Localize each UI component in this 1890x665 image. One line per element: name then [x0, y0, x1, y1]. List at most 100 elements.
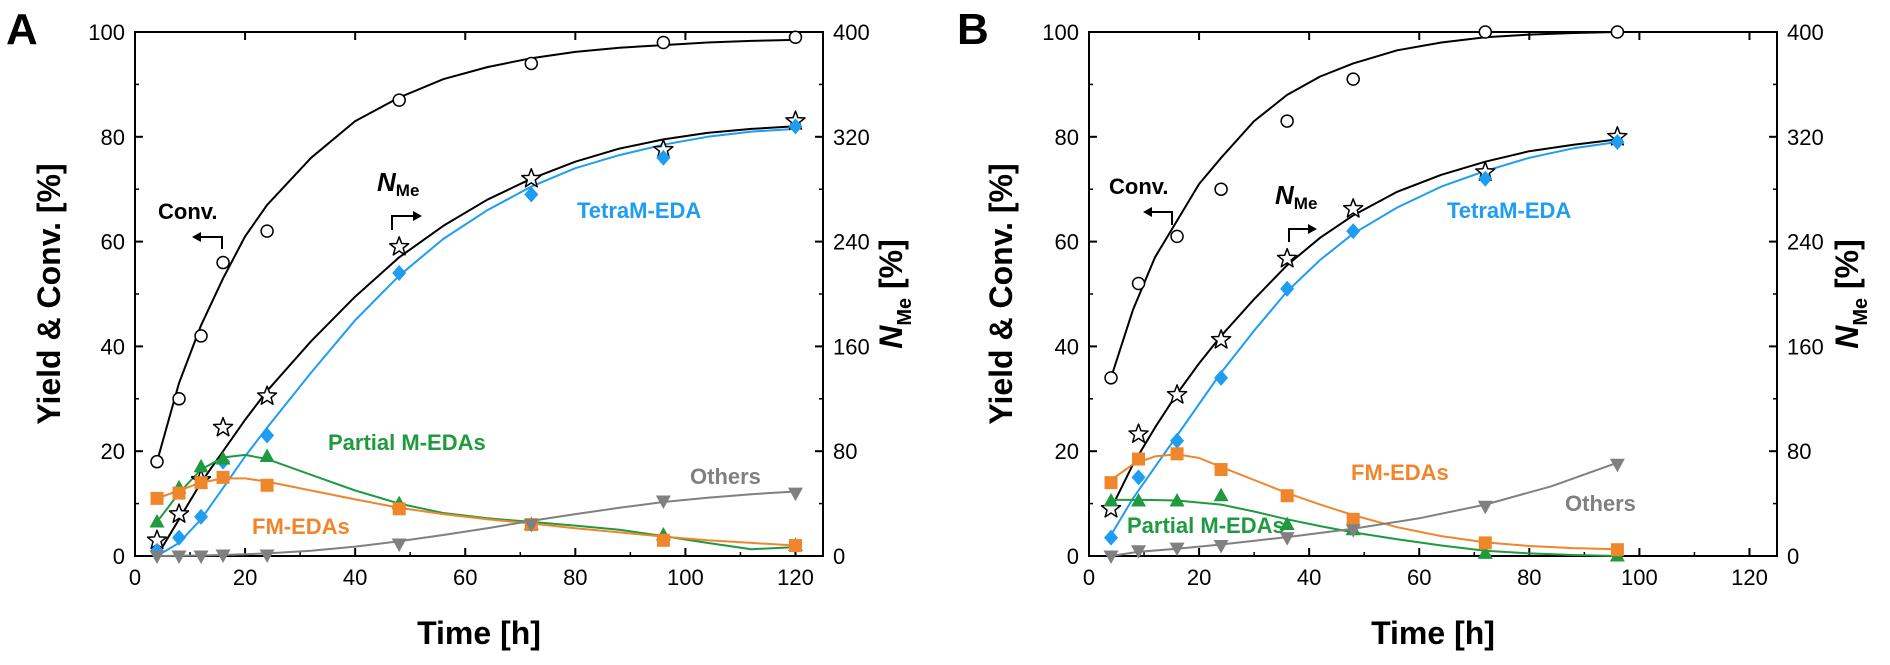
point-conv [194, 329, 208, 343]
annotation-conv: Conv. [1109, 174, 1168, 199]
y-tick-label: 20 [1055, 439, 1079, 464]
x-tick-label: 20 [233, 565, 257, 590]
point-others [149, 550, 165, 564]
x-tick-label: 80 [1517, 565, 1541, 590]
y2-axis-title-sub: Me [894, 298, 916, 326]
point-fm [216, 470, 230, 484]
point-conv [260, 224, 274, 238]
annotation-nme-main: N [377, 167, 397, 197]
point-conv [1478, 25, 1493, 39]
y2-tick-label: 400 [833, 20, 870, 45]
point-partial [215, 451, 231, 465]
arrowhead-conv [192, 232, 201, 242]
point-nme [521, 167, 542, 188]
point-fm [788, 539, 802, 553]
point-nme [1166, 384, 1188, 404]
point-tetra [260, 427, 275, 444]
fit-curves [1110, 31, 1618, 557]
point-nme [168, 503, 190, 523]
point-tetra [392, 265, 407, 282]
axis-ticks: 0 20 40 60 80 100 120 0 20 40 60 80 100 0 80 160 240 320 4… [1042, 20, 1823, 590]
x-tick-label: 100 [1621, 565, 1658, 590]
x-tick-label: 80 [563, 565, 587, 590]
arrow-conv [1150, 211, 1173, 225]
point-tetra [524, 186, 539, 203]
y-tick-label: 60 [101, 230, 125, 255]
point-fm [1610, 543, 1624, 557]
fit-line-fm [1110, 453, 1618, 551]
y-tick-label: 40 [1055, 334, 1079, 359]
fit-line-nme [1110, 138, 1618, 510]
point-others [1169, 542, 1185, 557]
x-axis-title: Time [h] [417, 615, 541, 651]
annotation-nme-sub: Me [396, 181, 420, 200]
point-others [391, 538, 407, 552]
annotation-nme-sub: Me [1294, 194, 1318, 213]
point-partial [1131, 492, 1147, 507]
point-conv [172, 392, 186, 406]
point-conv [150, 454, 164, 469]
point-others [1279, 532, 1295, 546]
y-tick-label: 0 [1067, 544, 1079, 569]
y2-tick-label: 0 [833, 544, 845, 569]
point-tetra [194, 508, 209, 525]
y-tick-label: 20 [101, 439, 125, 464]
point-tetra [788, 118, 803, 135]
x-tick-label: 120 [1731, 565, 1768, 590]
point-tetra [1131, 469, 1146, 486]
y2-tick-label: 80 [833, 439, 857, 464]
point-fm [260, 478, 274, 492]
y2-tick-label: 320 [833, 125, 870, 150]
fit-line-tetra [156, 127, 796, 557]
point-tetra [1478, 170, 1493, 187]
point-nme [1342, 198, 1364, 218]
point-conv [788, 30, 803, 44]
point-others [259, 549, 275, 563]
data-markers [1100, 25, 1628, 564]
annotation-fm: FM-EDAs [1351, 460, 1449, 485]
y2-axis-title-main: N [873, 325, 909, 349]
point-conv [524, 56, 539, 71]
annotation-conv: Conv. [158, 199, 217, 224]
y2-axis-title-unit: [%] [1829, 239, 1865, 298]
y-tick-label: 100 [1042, 20, 1079, 45]
point-fm [1478, 536, 1492, 550]
point-partial [1477, 545, 1493, 559]
annotation-tetra: TetraM-EDA [1447, 198, 1571, 223]
y-axis-title: Yield & Conv. [%] [983, 163, 1019, 424]
y2-tick-label: 320 [1787, 125, 1824, 150]
y2-axis-title-main: N [1829, 325, 1865, 349]
annotation-partial: Partial M-EDAs [1127, 513, 1285, 538]
x-tick-label: 0 [129, 565, 141, 590]
y2-tick-label: 160 [833, 334, 870, 359]
point-conv [1131, 276, 1146, 291]
y-tick-label: 0 [113, 544, 125, 569]
arrowhead-conv [1143, 207, 1152, 217]
point-others [1477, 500, 1493, 515]
y2-tick-label: 240 [833, 230, 870, 255]
point-others [1345, 524, 1361, 538]
annotation-others: Others [690, 464, 761, 489]
point-conv [1280, 114, 1294, 128]
annotation-fm: FM-EDAs [252, 514, 350, 539]
point-others [523, 519, 539, 533]
point-fm [392, 502, 406, 516]
point-tetra [1280, 280, 1295, 297]
point-partial [1213, 487, 1229, 502]
y2-tick-label: 160 [1787, 334, 1824, 359]
y-tick-label: 80 [1055, 125, 1079, 150]
arrow-nme [391, 215, 415, 230]
annotation-partial: Partial M-EDAs [328, 430, 486, 455]
x-tick-label: 40 [343, 565, 367, 590]
point-others [1213, 540, 1229, 554]
arrow-conv [199, 236, 223, 249]
point-others [655, 495, 671, 509]
point-nme [1128, 423, 1149, 444]
point-partial [193, 458, 209, 473]
point-conv [1610, 25, 1625, 39]
fit-line-conv [156, 38, 796, 462]
point-fm [1214, 463, 1228, 477]
annotation-others: Others [1565, 491, 1636, 516]
point-conv [1346, 72, 1360, 86]
